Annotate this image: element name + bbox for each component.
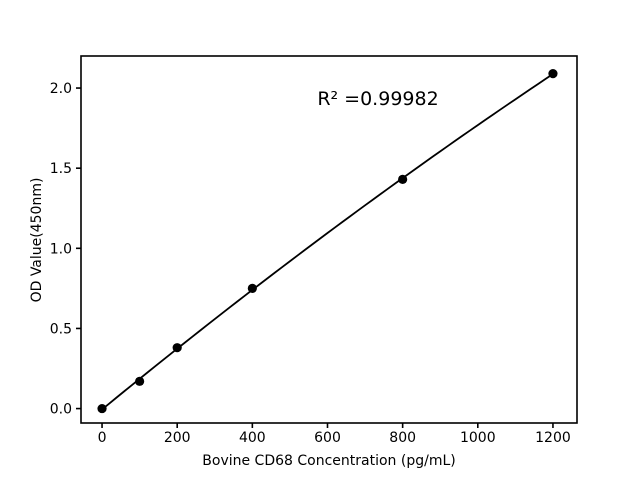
x-tick-label: 200 — [164, 430, 191, 446]
x-tick-label: 0 — [98, 430, 107, 446]
data-point — [172, 343, 182, 353]
x-tick-label: 1000 — [460, 430, 496, 446]
data-point — [247, 283, 257, 293]
y-tick-label: 1.5 — [50, 161, 72, 177]
y-tick-label: 1.0 — [50, 241, 72, 257]
data-point — [398, 174, 408, 185]
fit-line — [101, 73, 554, 411]
y-axis-label: OD Value(450nm) — [29, 177, 45, 303]
y-tick-label: 2.0 — [50, 81, 72, 97]
y-tick-label: 0.5 — [50, 321, 72, 337]
x-tick-label: 800 — [389, 430, 416, 446]
x-axis-label: Bovine CD68 Concentration (pg/mL) — [202, 453, 456, 469]
x-tick-label: 400 — [239, 430, 266, 446]
x-tick-label: 1200 — [535, 430, 571, 446]
data-point — [97, 403, 107, 414]
plot-border — [80, 55, 578, 424]
r-squared-annotation: R² =0.99982 — [317, 88, 439, 110]
data-point — [548, 69, 558, 79]
y-tick-label: 0.0 — [50, 402, 72, 418]
data-point — [135, 376, 145, 386]
x-tick-label: 600 — [314, 430, 341, 446]
